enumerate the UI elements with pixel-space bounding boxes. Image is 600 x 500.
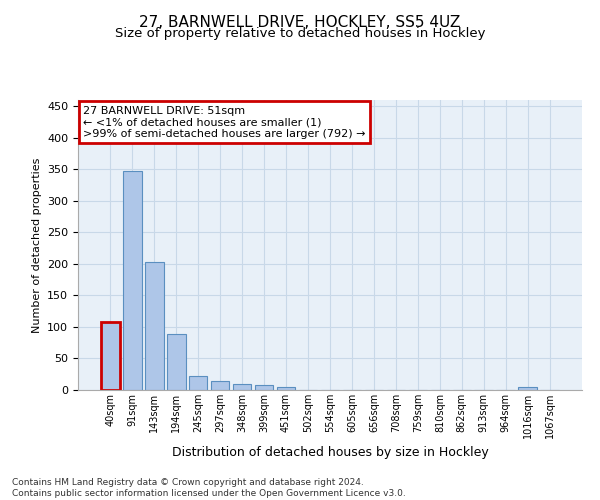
Bar: [255, 385, 274, 390]
Bar: [123, 170, 142, 390]
Bar: [277, 387, 295, 390]
Y-axis label: Number of detached properties: Number of detached properties: [32, 158, 41, 332]
Bar: [167, 334, 185, 390]
Bar: [518, 388, 537, 390]
Bar: [233, 384, 251, 390]
Text: Size of property relative to detached houses in Hockley: Size of property relative to detached ho…: [115, 28, 485, 40]
Bar: [101, 322, 119, 390]
Text: 27, BARNWELL DRIVE, HOCKLEY, SS5 4UZ: 27, BARNWELL DRIVE, HOCKLEY, SS5 4UZ: [139, 15, 461, 30]
Text: Contains HM Land Registry data © Crown copyright and database right 2024.
Contai: Contains HM Land Registry data © Crown c…: [12, 478, 406, 498]
Bar: [211, 381, 229, 390]
Bar: [145, 262, 164, 390]
X-axis label: Distribution of detached houses by size in Hockley: Distribution of detached houses by size …: [172, 446, 488, 460]
Text: 27 BARNWELL DRIVE: 51sqm
← <1% of detached houses are smaller (1)
>99% of semi-d: 27 BARNWELL DRIVE: 51sqm ← <1% of detach…: [83, 106, 365, 139]
Bar: [189, 376, 208, 390]
